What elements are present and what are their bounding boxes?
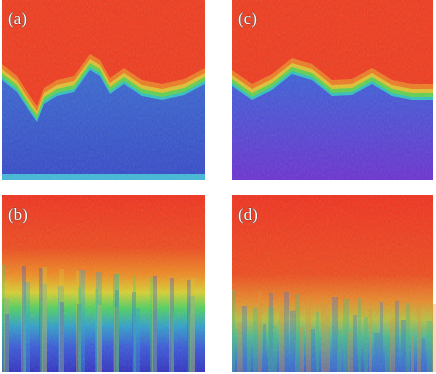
texture (2, 195, 205, 372)
panel-label: (b) (8, 205, 28, 224)
texture (2, 0, 205, 180)
panel-label: (a) (8, 9, 27, 28)
texture (232, 0, 433, 180)
panel-c (232, 0, 433, 180)
panel-label: (d) (238, 205, 258, 224)
panel-a (2, 0, 205, 180)
panel-d (232, 195, 436, 372)
texture (232, 195, 433, 372)
streak (432, 304, 436, 372)
panel-b (2, 195, 205, 372)
panel-label: (c) (238, 9, 257, 28)
